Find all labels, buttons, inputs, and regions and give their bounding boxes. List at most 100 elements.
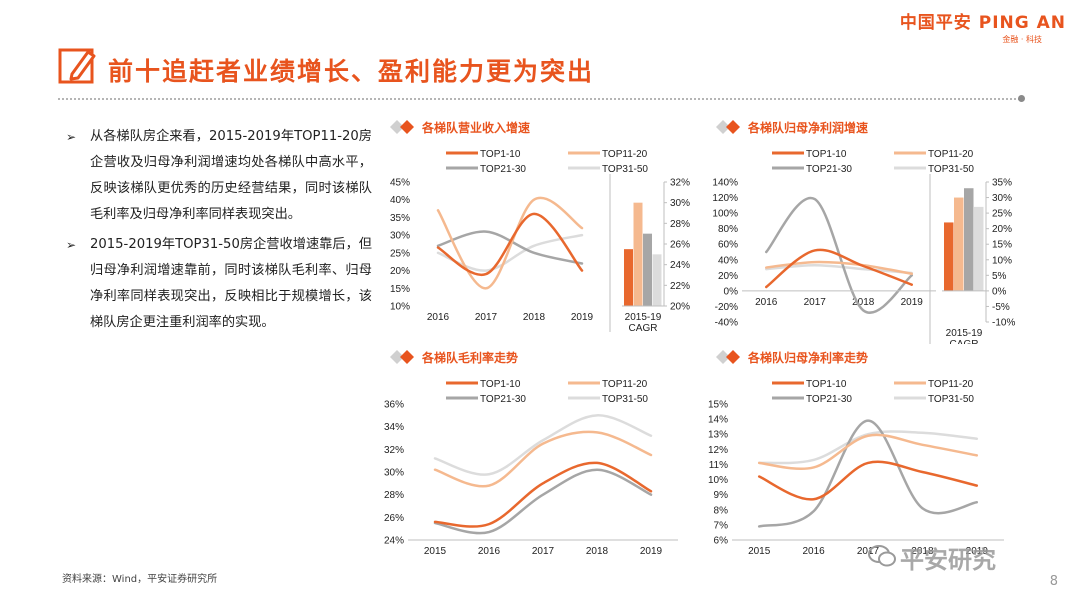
legend-label: TOP1-10	[806, 379, 847, 390]
series-line-top11-20	[436, 196, 584, 290]
y-tick-label: 100%	[712, 209, 738, 220]
y-tick-label: 7%	[714, 520, 729, 531]
chart-title: 各梯队毛利率走势	[421, 350, 518, 365]
y-tick-label: 15%	[390, 284, 410, 295]
series-line-top11-20	[433, 430, 653, 488]
y-tick-label: 40%	[390, 195, 410, 206]
y-tick-label: 10%	[390, 302, 410, 313]
x-tick-label: 2017	[857, 546, 880, 557]
legend-label: TOP31-50	[602, 164, 648, 175]
title-diamond-icon	[400, 350, 414, 364]
chart-title: 各梯队归母净利润增速	[747, 120, 868, 135]
ping-an-logo: 中国平安 PING AN 金融 · 科技	[900, 8, 1066, 45]
x-tick-label: 2019	[901, 297, 924, 308]
y-tick-label: 6%	[714, 536, 729, 547]
right-y-tick-label: 35%	[992, 178, 1012, 189]
series-line-top11-20	[757, 433, 979, 471]
legend-label: TOP11-20	[928, 149, 974, 160]
title-diamond-icon	[400, 120, 414, 134]
legend-label: TOP31-50	[928, 164, 974, 175]
legend-label: TOP21-30	[480, 164, 526, 175]
title-diamond-icon	[390, 120, 404, 134]
y-tick-label: 30%	[384, 468, 404, 479]
title-diamond-icon	[716, 350, 730, 364]
legend-label: TOP21-30	[480, 394, 526, 405]
legend-label: TOP21-30	[806, 394, 852, 405]
y-tick-label: 14%	[708, 415, 728, 426]
series-line-top31-50	[757, 430, 979, 465]
y-tick-label: 15%	[708, 400, 728, 411]
page-title: 前十追赶者业绩增长、盈利能力更为突出	[108, 57, 595, 86]
y-tick-label: 10%	[708, 475, 728, 486]
cagr-bar-top31-50	[652, 254, 662, 306]
right-y-tick-label: 32%	[670, 178, 690, 189]
right-y-tick-label: 30%	[992, 193, 1012, 204]
bullet-item: ➢ 从各梯队房企来看，2015-2019年TOP11-20房企营收及归母净利润增…	[66, 124, 372, 228]
legend-label: TOP31-50	[602, 394, 648, 405]
y-tick-label: 28%	[384, 490, 404, 501]
cagr-label: CAGR	[629, 323, 658, 334]
y-tick-label: 35%	[390, 213, 410, 224]
y-tick-label: 45%	[390, 178, 410, 189]
right-y-tick-label: 5%	[992, 271, 1007, 282]
title-diamond-icon	[390, 350, 404, 364]
title-diamond-icon	[726, 120, 740, 134]
cagr-bar-top11-20	[633, 202, 643, 306]
bullet-list: ➢ 从各梯队房企来看，2015-2019年TOP11-20房企营收及归母净利润增…	[66, 124, 372, 340]
x-tick-label: 2019	[966, 546, 989, 557]
legend-label: TOP21-30	[806, 164, 852, 175]
divider-end-dot	[1018, 95, 1025, 102]
title-diamond-icon	[726, 350, 740, 364]
page-number: 8	[1049, 574, 1058, 589]
right-y-tick-label: 15%	[992, 240, 1012, 251]
series-line-top21-30	[433, 468, 653, 535]
wechat-icon	[868, 545, 896, 567]
legend-label: TOP31-50	[928, 394, 974, 405]
series-line-top1-10	[765, 248, 913, 289]
x-tick-label: 2017	[804, 297, 827, 308]
title-diamond-icon	[716, 120, 730, 134]
cagr-bar-top1-10	[624, 249, 633, 306]
right-y-tick-label: 20%	[670, 302, 690, 313]
right-y-tick-label: 20%	[992, 224, 1012, 235]
legend-label: TOP1-10	[480, 149, 521, 160]
y-tick-label: 8%	[714, 505, 729, 516]
legend-label: TOP11-20	[602, 149, 648, 160]
bullet-text: 2015-2019年TOP31-50房企营收增速靠后，但归母净利润增速靠前，同时…	[90, 237, 372, 330]
y-tick-label: 25%	[390, 248, 410, 259]
series-line-top21-30	[765, 196, 913, 314]
y-tick-label: 26%	[384, 513, 404, 524]
y-tick-label: 12%	[708, 445, 728, 456]
y-tick-label: 140%	[712, 178, 738, 189]
x-tick-label: 2017	[532, 546, 555, 557]
right-y-tick-label: -10%	[992, 318, 1015, 329]
right-y-tick-label: 26%	[670, 240, 690, 251]
x-tick-label: 2019	[571, 312, 594, 323]
cagr-bar-top21-30	[643, 233, 652, 306]
y-tick-label: 0%	[724, 286, 739, 297]
gross-margin-chart: 各梯队毛利率走势 TOP1-10 TOP11-20 TOP21-30 TOP31-50 2…	[384, 350, 678, 557]
x-tick-label: 2019	[640, 546, 663, 557]
arrow-bullet-icon: ➢	[66, 130, 77, 144]
y-tick-label: 24%	[384, 536, 404, 547]
chart-title: 各梯队归母净利率走势	[747, 350, 868, 365]
y-tick-label: 80%	[718, 224, 738, 235]
cagr-bar-top31-50	[974, 206, 984, 291]
legend-label: TOP11-20	[928, 379, 974, 390]
y-tick-label: 13%	[708, 430, 728, 441]
chart-title: 各梯队营业收入增速	[421, 120, 530, 135]
net-profit-growth-chart: 各梯队归母净利润增速 TOP1-10 TOP11-20 TOP21-30 TOP31-5…	[712, 120, 1015, 344]
y-tick-label: 36%	[384, 400, 404, 411]
y-tick-label: 120%	[712, 193, 738, 204]
series-line-top1-10	[757, 460, 979, 501]
x-tick-label: 2016	[802, 546, 825, 557]
y-tick-label: 32%	[384, 445, 404, 456]
series-line-top11-20	[765, 260, 913, 276]
y-tick-label: 20%	[718, 271, 738, 282]
title-divider	[58, 98, 1024, 100]
right-y-tick-label: 0%	[992, 286, 1007, 297]
x-tick-label: 2018	[586, 546, 609, 557]
y-tick-label: 60%	[718, 240, 738, 251]
cagr-bar-top11-20	[954, 197, 964, 291]
logo-text: 中国平安 PING AN	[899, 13, 1066, 33]
